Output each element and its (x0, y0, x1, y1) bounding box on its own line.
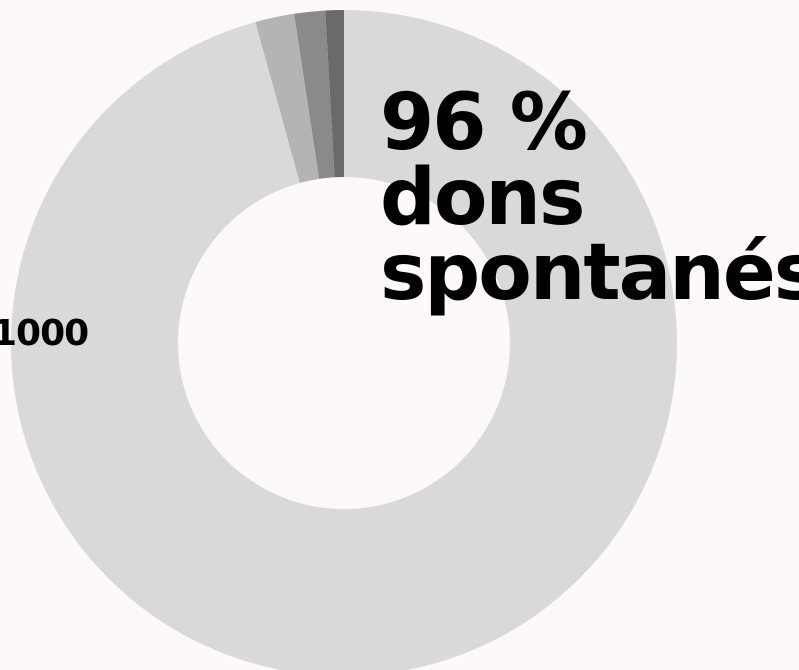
chart-annotation: 96 % dons spontanés (380, 78, 799, 318)
donut-slice-2 (255, 13, 320, 183)
annotation-value: 96 % (380, 78, 588, 168)
annotation-line-1: dons (380, 153, 585, 243)
donut-slice-3 (294, 10, 335, 179)
slice-value-label: 1000 (0, 313, 89, 354)
donut-slice-4 (325, 10, 344, 178)
annotation-line-2: spontanés (380, 228, 799, 318)
donut-slice-1 (11, 10, 677, 670)
